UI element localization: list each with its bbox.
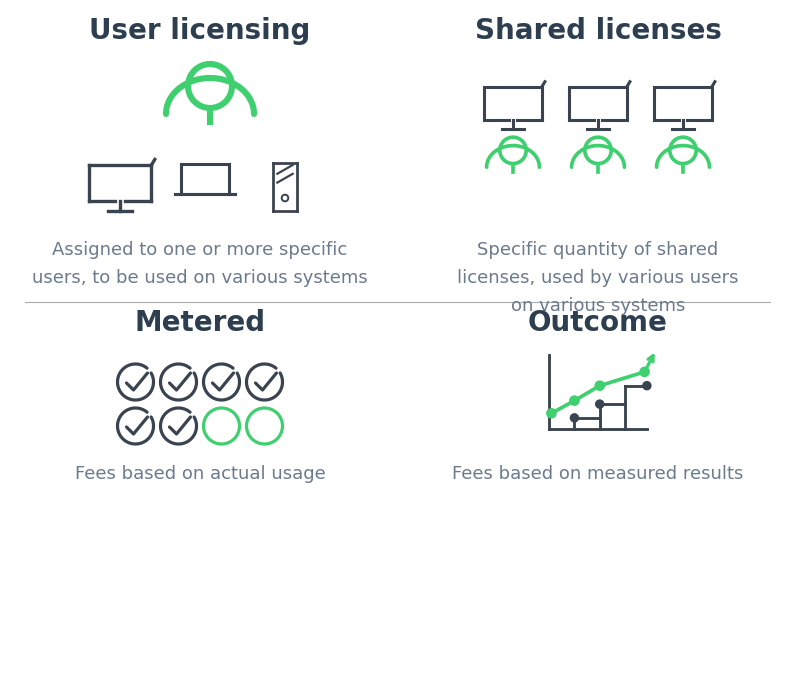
Text: Outcome: Outcome <box>528 309 668 337</box>
Circle shape <box>547 408 556 418</box>
Text: Assigned to one or more specific
users, to be used on various systems: Assigned to one or more specific users, … <box>32 241 368 286</box>
Circle shape <box>570 396 579 405</box>
Circle shape <box>570 414 579 422</box>
Text: Fees based on measured results: Fees based on measured results <box>452 465 743 483</box>
Text: Fees based on actual usage: Fees based on actual usage <box>75 465 325 483</box>
Text: User licensing: User licensing <box>89 17 311 45</box>
Circle shape <box>595 400 603 408</box>
Text: Specific quantity of shared
licenses, used by various users
on various systems: Specific quantity of shared licenses, us… <box>457 241 739 314</box>
Circle shape <box>643 382 651 390</box>
Circle shape <box>640 367 650 376</box>
Text: Shared licenses: Shared licenses <box>475 17 721 45</box>
Circle shape <box>595 381 604 390</box>
Text: Metered: Metered <box>134 309 266 337</box>
